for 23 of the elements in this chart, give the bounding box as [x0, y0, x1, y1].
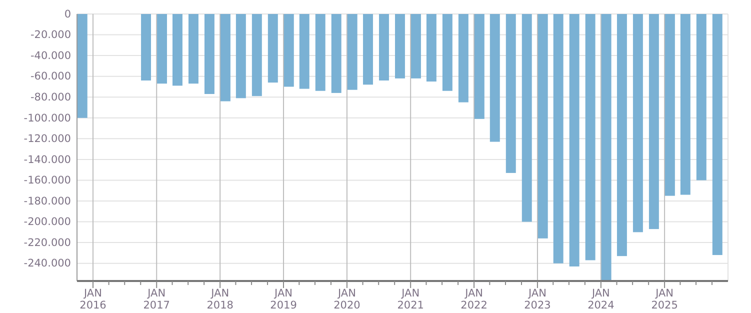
y-tick-label: -20.000 [30, 29, 71, 42]
x-tick-label: JAN 2018 [206, 287, 234, 312]
y-tick-label: -100.000 [24, 112, 71, 124]
y-tick-label: -240.000 [24, 258, 71, 270]
y-tick-label: -180.000 [24, 195, 71, 208]
y-tick-label: -200.000 [24, 216, 71, 228]
x-tick-label: JAN 2016 [80, 287, 107, 312]
x-tick-label: JAN 2022 [460, 287, 488, 312]
x-tick-label: JAN 2021 [397, 287, 424, 312]
x-tick-label: JAN 2024 [588, 287, 615, 312]
x-tick-label: JAN 2019 [270, 287, 297, 312]
x-tick-label: JAN 2025 [651, 287, 678, 312]
y-tick-label: -220.000 [24, 236, 71, 249]
y-tick-label: -60.000 [30, 70, 71, 83]
x-tick-label: JAN 2023 [524, 287, 551, 312]
x-tick-label: JAN 2017 [143, 287, 170, 312]
x-tick-label: JAN 2020 [334, 287, 360, 312]
y-tick-label: -80.000 [30, 91, 71, 104]
y-tick-label: -40.000 [30, 50, 71, 62]
y-tick-label: -160.000 [24, 174, 71, 187]
y-tick-label: -140.000 [24, 154, 71, 166]
y-tick-label: -120.000 [24, 133, 71, 146]
y-tick-label: 0 [64, 8, 71, 20]
